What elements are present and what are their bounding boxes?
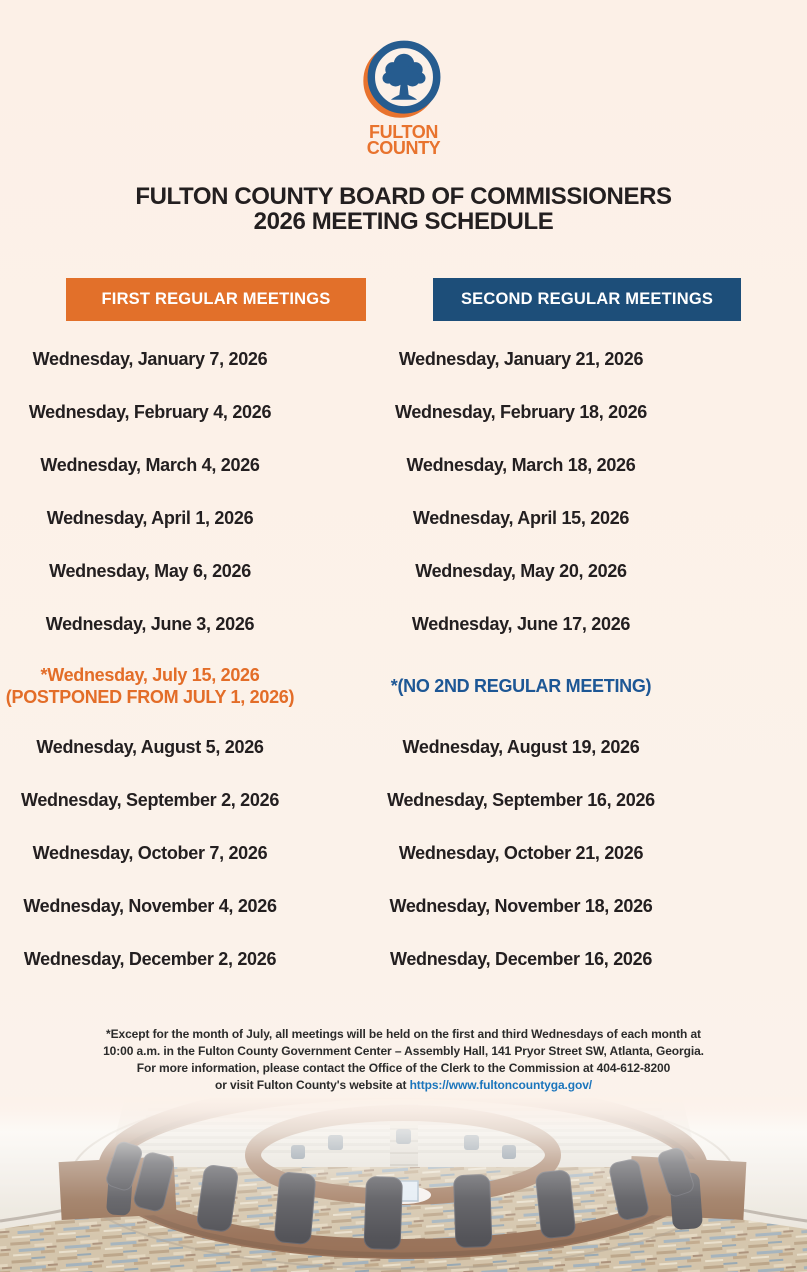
first-meeting-date: Wednesday, January 7, 2026: [32, 349, 268, 369]
schedule-rows: Wednesday, January 7, 2026 Wednesday, Jan…: [0, 333, 807, 986]
second-meeting-date: Wednesday, November 18, 2026: [389, 896, 653, 916]
first-meeting-date: Wednesday, April 1, 2026: [46, 508, 254, 528]
second-meeting-date: Wednesday, September 16, 2026: [387, 790, 655, 810]
first-meetings-header: FIRST REGULAR MEETINGS: [66, 278, 366, 321]
first-meeting-date: Wednesday, February 4, 2026: [28, 402, 272, 422]
footnote-line-2: 10:00 a.m. in the Fulton County Governme…: [103, 1044, 704, 1058]
second-meeting-date: Wednesday, February 18, 2026: [394, 402, 648, 422]
first-meeting-date: Wednesday, October 7, 2026: [32, 843, 268, 863]
second-meeting-date: Wednesday, June 17, 2026: [411, 614, 631, 634]
first-meeting-date: Wednesday, August 5, 2026: [36, 737, 264, 757]
title-line-2: 2026 MEETING SCHEDULE: [253, 208, 554, 235]
second-meeting-date: Wednesday, March 18, 2026: [406, 455, 636, 475]
assembly-hall-photo: [0, 1097, 807, 1272]
first-meeting-date: Wednesday, September 2, 2026: [20, 790, 280, 810]
logo-word-fulton: FULTON: [369, 122, 438, 142]
footnote-line-1: *Except for the month of July, all meeti…: [106, 1027, 701, 1041]
footnote-line-4-prefix: or visit Fulton County's website at: [214, 1078, 410, 1092]
footnote-line-4: or visit Fulton County's website at http…: [0, 1077, 807, 1094]
first-meeting-date-july: *Wednesday, July 15, 2026 (POSTPONED FRO…: [0, 651, 300, 721]
second-meeting-note-july: *(NO 2ND REGULAR MEETING): [390, 675, 652, 696]
first-meeting-date: Wednesday, June 3, 2026: [45, 614, 255, 634]
second-meeting-date: Wednesday, December 16, 2026: [389, 949, 653, 969]
county-website-link[interactable]: https://www.fultoncountyga.gov/: [409, 1078, 593, 1092]
second-meeting-date: Wednesday, October 21, 2026: [398, 843, 644, 863]
july-date-line-1: *Wednesday, July 15, 2026: [40, 665, 260, 685]
second-meeting-date: Wednesday, August 19, 2026: [402, 737, 640, 757]
title-line-1: FULTON COUNTY BOARD OF COMMISSIONERS: [135, 183, 672, 210]
fulton-county-tree-icon: [362, 40, 440, 118]
second-meeting-date: Wednesday, May 20, 2026: [415, 561, 627, 581]
first-meeting-date: Wednesday, May 6, 2026: [49, 561, 251, 581]
first-meeting-date: Wednesday, December 2, 2026: [23, 949, 277, 969]
july-date-line-2: (POSTPONED FROM JULY 1, 2026): [5, 687, 295, 707]
first-meeting-date: Wednesday, November 4, 2026: [23, 896, 277, 916]
second-meeting-date: Wednesday, January 21, 2026: [398, 349, 644, 369]
second-meeting-date: Wednesday, April 15, 2026: [412, 508, 630, 528]
footnote-line-3: For more information, please contact the…: [136, 1061, 671, 1075]
schedule-headers: FIRST REGULAR MEETINGS SECOND REGULAR ME…: [66, 278, 741, 321]
footnote: *Except for the month of July, all meeti…: [0, 1026, 807, 1094]
logo-word-county: COUNTY: [366, 138, 441, 158]
first-meeting-date: Wednesday, March 4, 2026: [40, 455, 260, 475]
assembly-hall-scene: [0, 1097, 807, 1272]
fulton-county-logo: FULTON COUNTY: [0, 0, 807, 158]
second-meetings-header: SECOND REGULAR MEETINGS: [433, 278, 741, 321]
page-title: FULTON COUNTY BOARD OF COMMISSIONERS 202…: [0, 184, 807, 234]
flyer-page: FULTON COUNTY FULTON COUNTY BOARD OF COM…: [0, 0, 807, 1094]
